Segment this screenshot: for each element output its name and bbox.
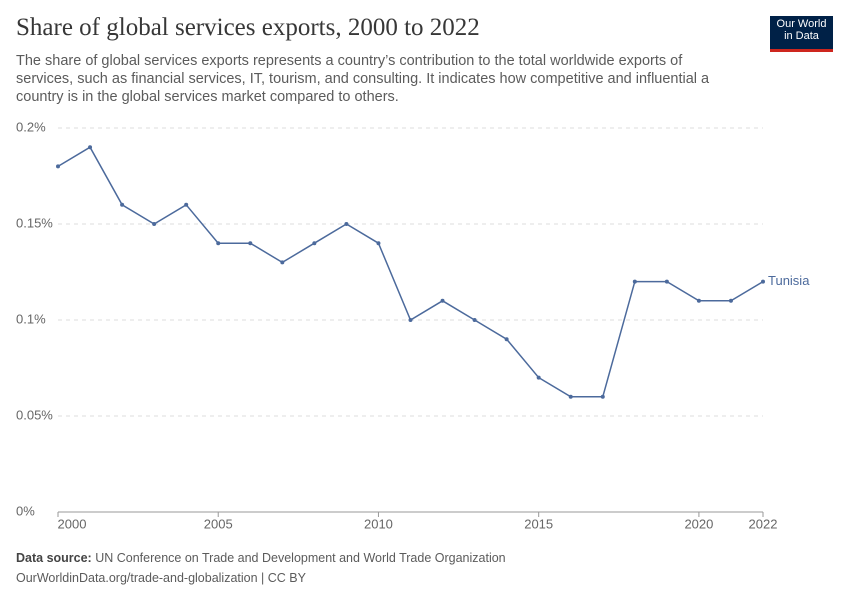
point [472,318,477,322]
point [408,318,413,322]
point [216,241,221,246]
point [632,279,637,284]
source: UN Conference on Trade and Development a… [95,551,506,565]
x-tick-label: 2000 [58,516,87,531]
point [568,394,573,399]
point [312,241,317,246]
point [536,375,541,380]
point [376,241,381,246]
logo-line: Our World [776,18,827,30]
point [664,279,669,284]
footer: Data source: UN Conference on Trade and … [16,548,506,588]
x-tick-label: 2005 [204,516,233,531]
source-line: Data source: UN Conference on Trade and … [16,548,506,568]
source-label: Data source: [16,551,92,565]
point [344,222,349,226]
x-tick-label: 2010 [364,516,393,531]
x-tick-label: 2020 [684,516,713,531]
logo[interactable]: Our World in Data [770,16,833,52]
point [440,298,445,303]
point [88,145,93,150]
point [56,164,60,169]
url[interactable]: OurWorldinData.org/trade-and-globalizati… [16,571,306,585]
title: Share of global services exports, 2000 t… [16,14,480,41]
point [728,298,733,303]
point [600,394,605,399]
y-tick-label: 0% [16,503,35,518]
point [696,298,701,303]
line [57,146,764,398]
x-tick-label: 2015 [524,516,553,531]
y-tick-label: 0.15% [16,215,53,230]
y-tick-label: 0.1% [16,311,46,326]
point [280,260,285,265]
point [120,202,125,207]
subtitle: The share of global services exports rep… [16,53,710,105]
point [504,337,509,342]
series-label: Tunisia [768,273,810,288]
point [184,202,189,207]
x-tick-label: 2022 [749,516,778,531]
y-tick-label: 0.2% [16,119,46,134]
point [152,222,157,226]
y-tick-label: 0.05% [16,407,53,422]
logo-line: in Data [784,30,819,42]
point [248,241,253,246]
point [761,279,765,284]
